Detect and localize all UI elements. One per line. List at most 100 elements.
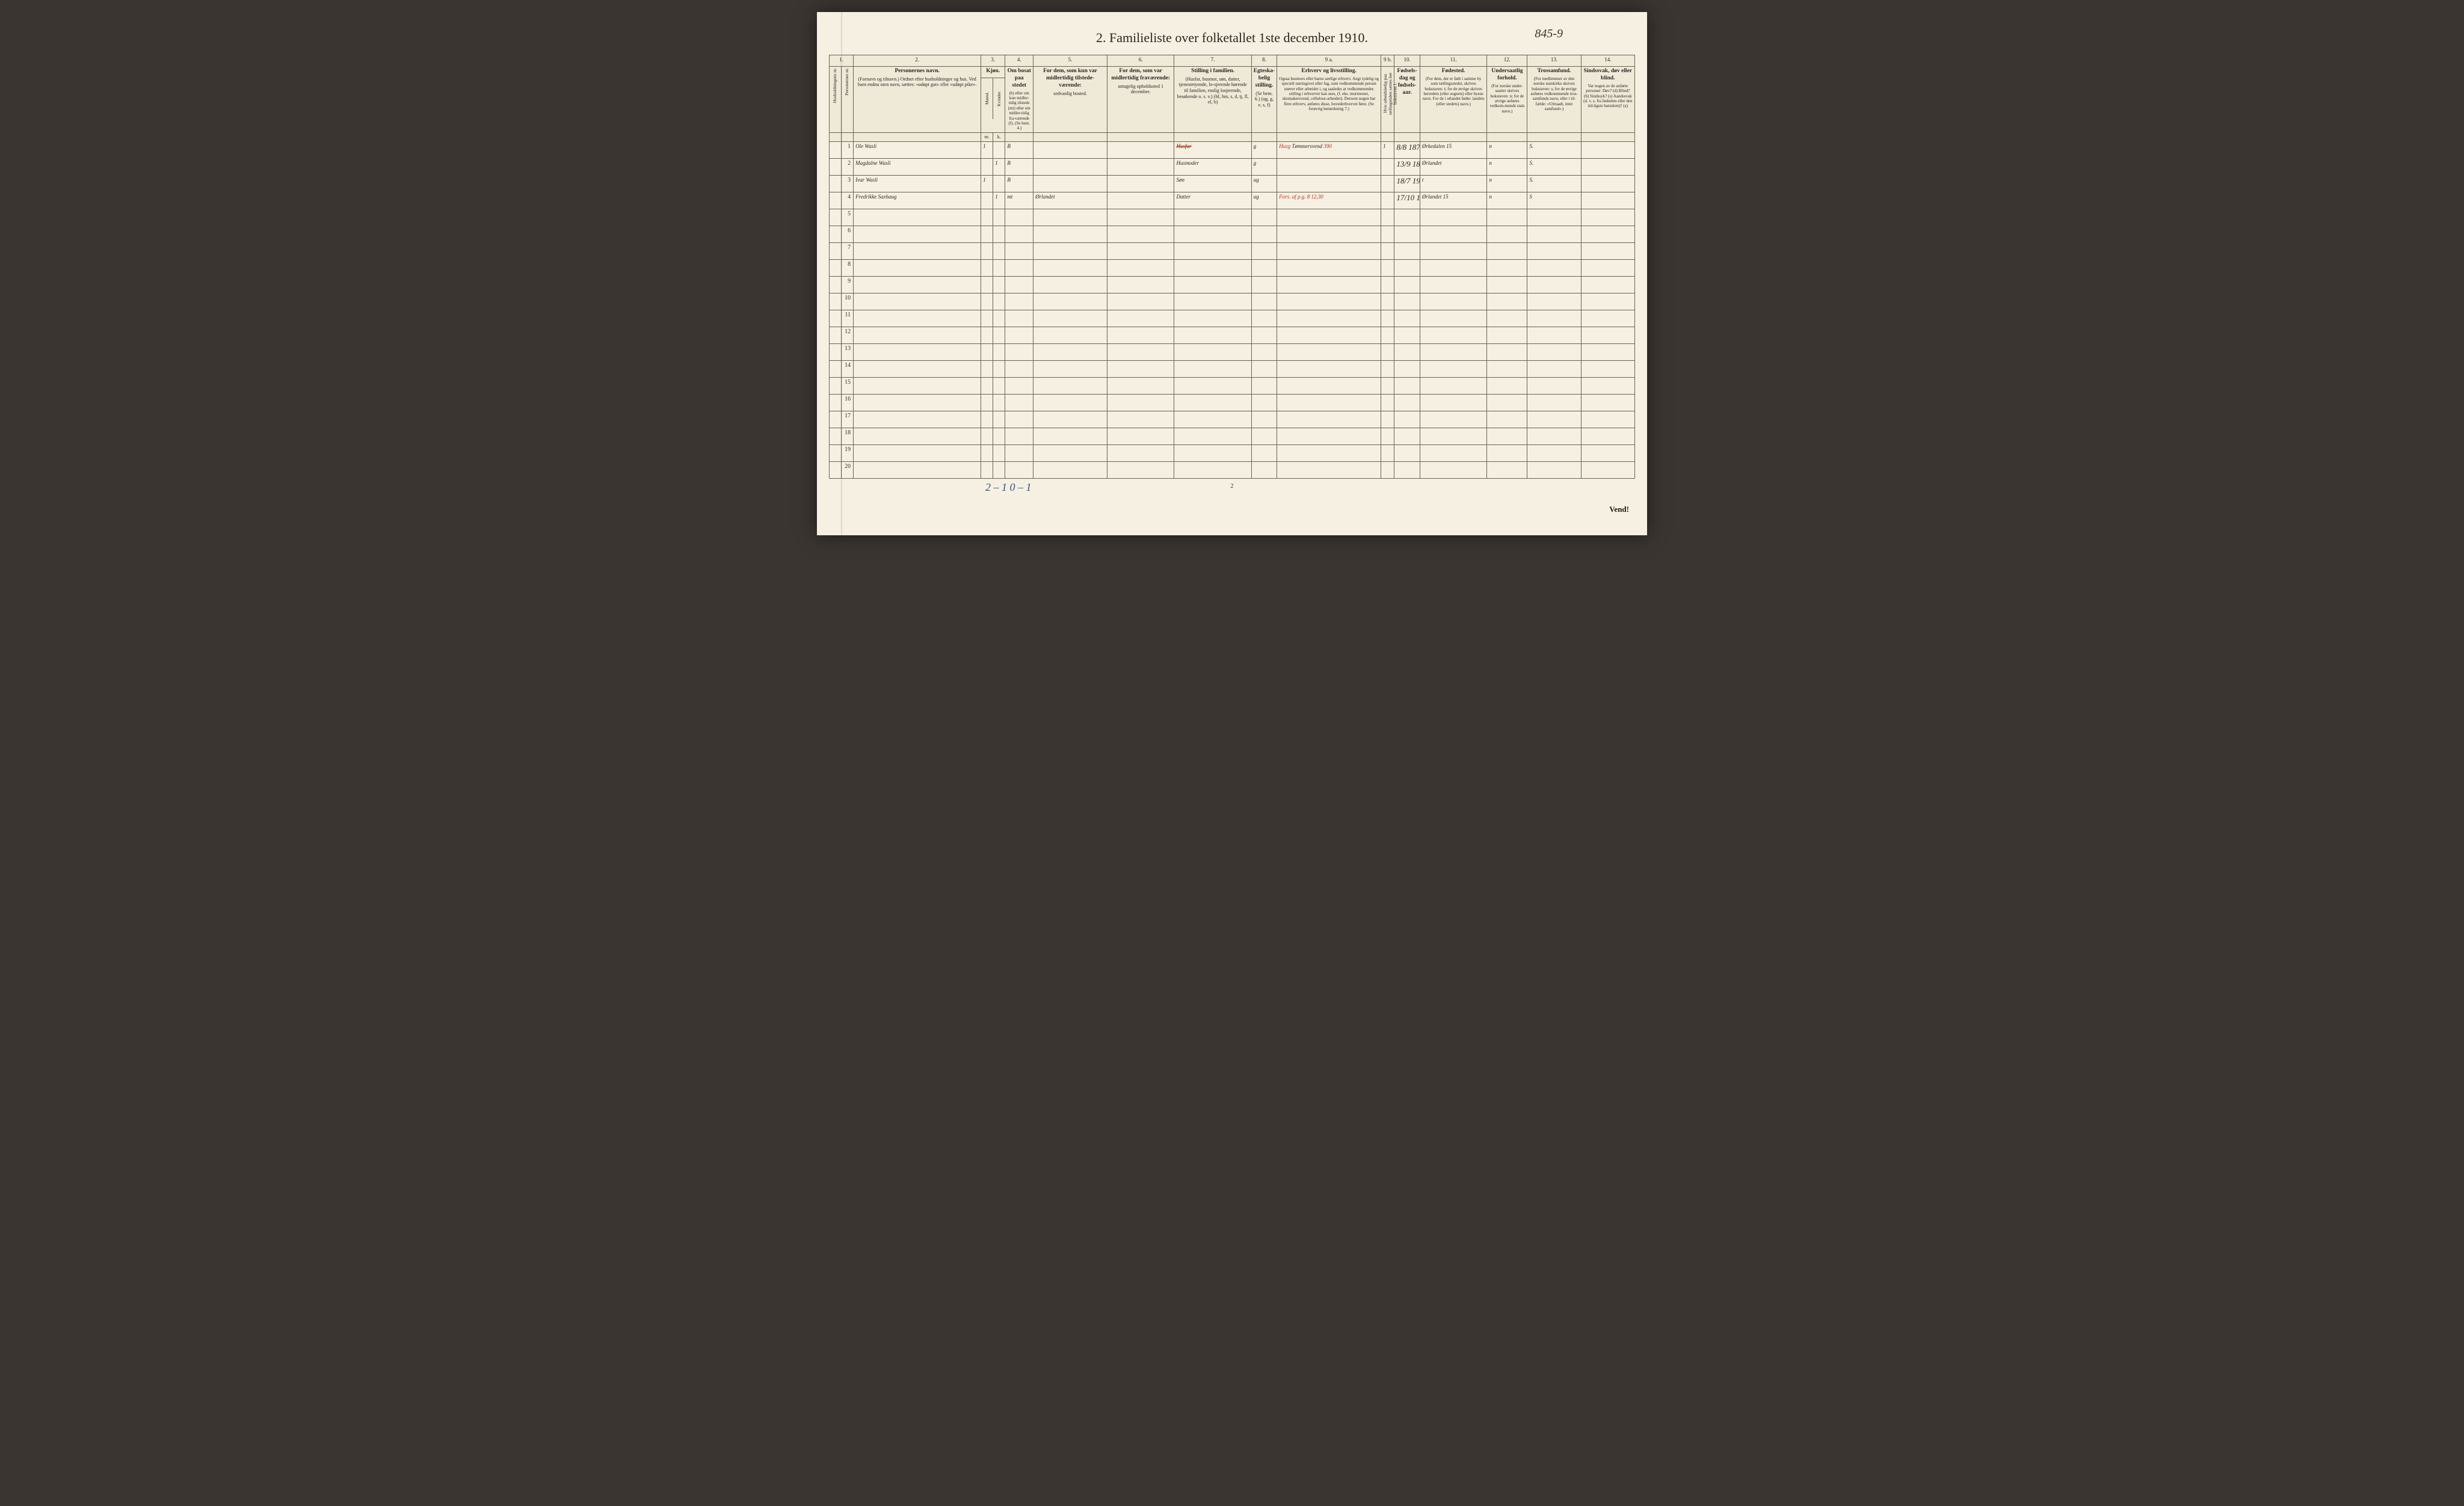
cell [1251,276,1277,293]
cell [1381,293,1394,310]
cell [981,242,993,259]
table-body: 1Ole Wasli1BHusfargHusg Tømmersvend 3901… [830,141,1635,478]
cell [1527,242,1581,259]
cell: 15 [842,377,854,394]
cell [830,175,842,192]
cell: 6 [842,226,854,242]
cell [1277,175,1381,192]
cell [1527,310,1581,327]
cell [1033,259,1107,276]
cell [1581,226,1634,242]
cell [1033,377,1107,394]
cell [1277,293,1381,310]
cell [1005,394,1033,411]
cell [1174,242,1251,259]
cell: 18 [842,428,854,444]
cell [1527,394,1581,411]
cell [830,259,842,276]
header-kjon: Kjøn. Mænd. Kvinder. [981,67,1005,133]
cell [1381,343,1394,360]
cell [830,394,842,411]
cell [981,259,993,276]
cell [854,226,981,242]
cell: 8 [842,259,854,276]
cell: B [1005,141,1033,158]
cell: Husmoder [1174,158,1251,175]
page-title: 2. Familieliste over folketallet 1ste de… [1096,30,1368,46]
cell: 11 [842,310,854,327]
cell: 14 [842,360,854,377]
cell [1277,209,1381,226]
table-header: 1. 2. 3. 4. 5. 6. 7. 8. 9 a. 9 b. 10. 11… [830,55,1635,142]
cell [1394,444,1420,461]
table-row-empty: 15 [830,377,1635,394]
cell [1251,242,1277,259]
colnum-13: 13. [1527,55,1581,67]
cell: 18/7 1910 [1394,175,1420,192]
cell [830,158,842,175]
cell [1033,226,1107,242]
cell [1277,259,1381,276]
cell [830,377,842,394]
cell [993,377,1005,394]
colnum-7: 7. [1174,55,1251,67]
table-row: 1Ole Wasli1BHusfargHusg Tømmersvend 3901… [830,141,1635,158]
cell [981,209,993,226]
cell [1381,377,1394,394]
cell [1581,192,1634,209]
cell [1581,158,1634,175]
cell [1005,209,1033,226]
cell [1394,242,1420,259]
cell [1420,242,1487,259]
cell [1277,428,1381,444]
cell: n [1487,141,1527,158]
cell [1174,394,1251,411]
cell [1107,141,1174,158]
cell: 19 [842,444,854,461]
vend-label: Vend! [829,505,1635,514]
cell: n [1487,175,1527,192]
header-husholdning: Husholdningens nr. [830,67,842,133]
cell [1005,327,1033,343]
cell [981,192,993,209]
cell [830,226,842,242]
cell [1107,209,1174,226]
cell [1420,327,1487,343]
table-row-empty: 13 [830,343,1635,360]
cell [993,327,1005,343]
cell [981,377,993,394]
cell [830,444,842,461]
cell [1107,175,1174,192]
table-row-empty: 10 [830,293,1635,310]
cell [981,158,993,175]
header-ledig: Hvis arbeidsledig paa tællingstiden sætt… [1381,67,1394,133]
cell: B [1005,158,1033,175]
cell [1581,394,1634,411]
cell: 7 [842,242,854,259]
cell [854,444,981,461]
colnum-5: 5. [1033,55,1107,67]
cell [1381,444,1394,461]
cell [1033,209,1107,226]
cell [1394,209,1420,226]
cell: Ivar Wasli [854,175,981,192]
cell [1381,461,1394,478]
table-row-empty: 16 [830,394,1635,411]
cell [1033,293,1107,310]
cell [830,343,842,360]
cell [1527,411,1581,428]
cell [1394,327,1420,343]
colnum-2: 2. [854,55,981,67]
cell [1394,394,1420,411]
cell [1527,259,1581,276]
header-navn: Personernes navn. (Fornavn og tilnavn.) … [854,67,981,133]
cell [1394,276,1420,293]
header-egteskab: Egteska-belig stilling. (Se bem. 6.) (ug… [1251,67,1277,133]
cell [1381,192,1394,209]
cell [1107,394,1174,411]
cell [1527,343,1581,360]
cell [1527,293,1581,310]
cell [1277,343,1381,360]
title-row: 2. Familieliste over folketallet 1ste de… [829,30,1635,46]
cell: B [1005,175,1033,192]
